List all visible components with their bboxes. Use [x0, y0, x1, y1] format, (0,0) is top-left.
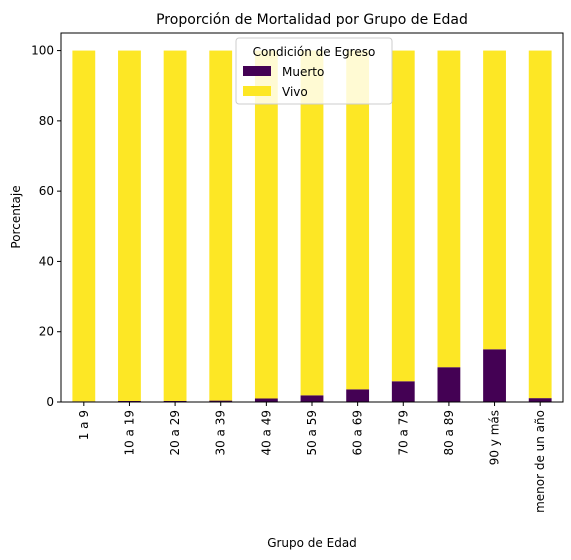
bar-vivo-30-a-39 [209, 50, 233, 401]
bar-muerto-60-a-69 [346, 389, 370, 402]
bar-muerto-10-a-19 [118, 400, 141, 402]
x-tick-label-90-y-mas: 90 y más [488, 410, 502, 465]
bar-muerto-80-a-89 [437, 367, 461, 402]
x-tick-label-40-a-49: 40 a 49 [259, 410, 273, 456]
bar-vivo-20-a-29 [163, 50, 187, 401]
legend-box [235, 37, 393, 105]
bar-muerto-50-a-59 [300, 395, 324, 402]
y-tick-label-40: 40 [39, 254, 54, 268]
bar-vivo-1-a-9 [72, 50, 96, 402]
y-tick-label-100: 100 [31, 44, 54, 58]
legend-title: Condición de Egreso [253, 45, 376, 59]
bar-vivo-80-a-89 [437, 50, 461, 368]
bar-vivo-70-a-79 [391, 50, 415, 382]
bar-muerto-40-a-49 [254, 398, 278, 402]
chart-title: Proporción de Mortalidad por Grupo de Ed… [156, 12, 468, 28]
x-tick-label-menor-de-un-ano: menor de un año [533, 410, 547, 513]
bar-muerto-70-a-79 [391, 381, 415, 402]
bar-vivo-menor-de-un-ano [528, 50, 552, 399]
bar-muerto-menor-de-un-ano [528, 398, 552, 402]
y-tick-label-80: 80 [39, 114, 54, 128]
bar-vivo-50-a-59 [300, 50, 324, 396]
bar-muerto-30-a-39 [209, 400, 233, 402]
y-tick-label-60: 60 [39, 184, 54, 198]
x-tick-label-20-a-29: 20 a 29 [168, 410, 182, 456]
x-axis: 1 a 9 10 a 19 20 a 29 30 a 39 40 a 49 50 a 59… [77, 402, 547, 513]
bar-vivo-60-a-69 [346, 50, 370, 390]
bars-layer [72, 50, 552, 402]
legend-label-muerto: Muerto [282, 65, 324, 79]
x-tick-label-30-a-39: 30 a 39 [214, 410, 228, 456]
x-tick-label-50-a-59: 50 a 59 [305, 410, 319, 456]
legend-swatch-vivo [243, 86, 271, 96]
x-tick-label-70-a-79: 70 a 79 [396, 410, 410, 456]
bar-vivo-90-y-mas [483, 50, 506, 350]
x-tick-label-1-a-9: 1 a 9 [77, 410, 91, 440]
y-tick-label-20: 20 [39, 325, 54, 339]
bar-muerto-20-a-29 [163, 400, 187, 402]
x-tick-label-60-a-69: 60 a 69 [351, 410, 365, 456]
x-tick-label-80-a-89: 80 a 89 [442, 410, 456, 456]
legend-swatch-muerto [243, 66, 271, 76]
y-axis: 0 20 40 60 80 100 [31, 44, 61, 409]
legend-label-vivo: Vivo [282, 85, 308, 99]
y-tick-label-0: 0 [46, 395, 54, 409]
x-tick-label-10-a-19: 10 a 19 [122, 410, 136, 456]
bar-vivo-40-a-49 [254, 50, 278, 399]
bar-vivo-10-a-19 [118, 50, 141, 401]
legend: Condición de Egreso Muerto Vivo [235, 37, 393, 105]
y-axis-label: Porcentaje [9, 185, 23, 248]
x-axis-label: Grupo de Edad [267, 536, 357, 550]
bar-muerto-90-y-mas [483, 349, 506, 402]
